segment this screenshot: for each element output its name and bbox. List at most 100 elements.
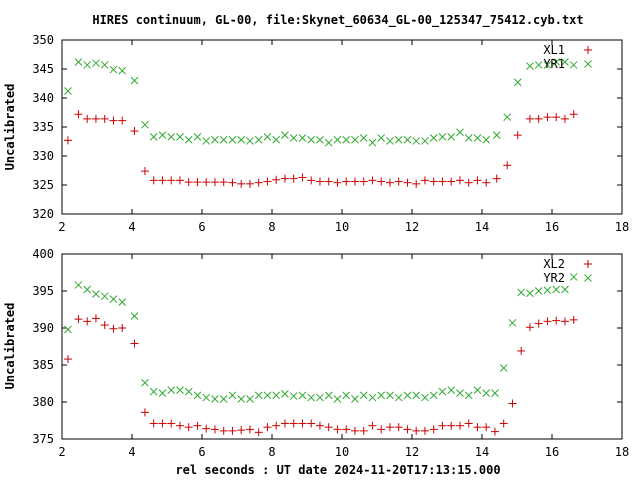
data-point: [386, 137, 394, 145]
data-point: [503, 113, 512, 121]
data-point: [473, 134, 482, 142]
series-yr2: [64, 273, 578, 403]
data-point: [368, 176, 377, 185]
data-point: [499, 419, 508, 428]
data-point: [193, 421, 202, 430]
data-point: [455, 176, 464, 185]
data-point: [141, 378, 149, 387]
data-point: [333, 135, 342, 144]
data-point: [350, 426, 359, 435]
data-point: [167, 176, 176, 185]
data-point: [140, 167, 149, 176]
data-point: [149, 176, 158, 185]
data-point: [219, 178, 228, 187]
data-point: [394, 393, 403, 402]
bottom-panel: 2 4 6 8 10 12 14 16 18 375 380 385 390 395 400 Uncalibr…: [3, 247, 629, 459]
data-point: [513, 78, 522, 87]
data-point: [149, 133, 158, 141]
y-tick-label: 340: [32, 91, 54, 105]
data-point: [552, 58, 561, 66]
data-point: [118, 116, 127, 125]
data-point: [569, 110, 578, 119]
data-point: [482, 135, 491, 144]
legend-label: YR2: [543, 271, 565, 285]
data-point: [525, 114, 534, 123]
data-point: [118, 298, 127, 306]
data-point: [92, 290, 100, 298]
y-tick-label: 380: [32, 395, 54, 409]
data-point: [254, 391, 263, 400]
data-point: [342, 177, 351, 186]
data-point: [394, 423, 403, 432]
data-point: [429, 134, 438, 142]
data-point: [561, 285, 569, 294]
data-point: [316, 393, 324, 402]
data-point: [385, 178, 394, 187]
data-point: [83, 114, 92, 123]
data-point: [492, 131, 501, 139]
data-point: [403, 178, 412, 187]
series-xl1: [63, 110, 578, 188]
data-point: [176, 133, 184, 141]
data-point: [228, 178, 237, 187]
data-point: [280, 419, 289, 428]
data-point: [368, 138, 377, 147]
x-tick-label: 4: [128, 220, 135, 234]
data-point: [412, 179, 421, 188]
data-point: [412, 137, 421, 145]
data-point: [508, 318, 517, 327]
data-point: [394, 177, 403, 186]
data-point: [307, 176, 316, 185]
data-point: [298, 134, 307, 142]
data-point: [158, 389, 167, 397]
data-point: [237, 179, 246, 188]
data-point: [560, 114, 569, 123]
data-point: [342, 425, 351, 434]
data-point: [245, 179, 254, 188]
data-point: [464, 178, 473, 187]
data-point: [359, 391, 368, 400]
data-point: [158, 176, 167, 185]
series-yr1: [64, 58, 578, 147]
data-point: [377, 134, 386, 142]
data-point: [307, 419, 316, 428]
data-point: [447, 421, 456, 430]
data-point: [91, 114, 100, 123]
data-point: [324, 138, 333, 147]
data-point: [219, 135, 228, 144]
data-point: [482, 389, 491, 397]
y-tick-label: 325: [32, 178, 54, 192]
data-point: [534, 287, 543, 295]
data-point: [100, 61, 109, 69]
data-point: [63, 136, 72, 145]
data-point: [438, 387, 447, 396]
data-point: [298, 391, 307, 400]
data-point: [464, 419, 473, 428]
data-point: [315, 177, 324, 186]
data-point: [350, 177, 359, 186]
data-point: [517, 346, 526, 355]
x-tick-label: 14: [475, 220, 489, 234]
data-point: [272, 421, 281, 430]
data-point: [237, 135, 246, 144]
data-point: [508, 399, 517, 408]
data-point: [280, 174, 289, 183]
data-point: [569, 315, 578, 324]
data-point: [202, 178, 211, 187]
data-point: [193, 133, 202, 141]
data-point: [438, 421, 447, 430]
x-axis-label: rel seconds : UT date 2024-11-20T17:13:1…: [175, 463, 500, 477]
data-point: [193, 391, 202, 400]
data-point: [482, 178, 491, 187]
data-point: [130, 76, 139, 85]
plot-frame: [61, 253, 623, 440]
data-point: [130, 339, 139, 348]
data-point: [552, 113, 561, 122]
data-point: [543, 286, 552, 295]
data-point: [74, 281, 83, 289]
x-tick-label: 2: [58, 445, 65, 459]
data-point: [377, 177, 386, 186]
data-point: [272, 135, 281, 144]
